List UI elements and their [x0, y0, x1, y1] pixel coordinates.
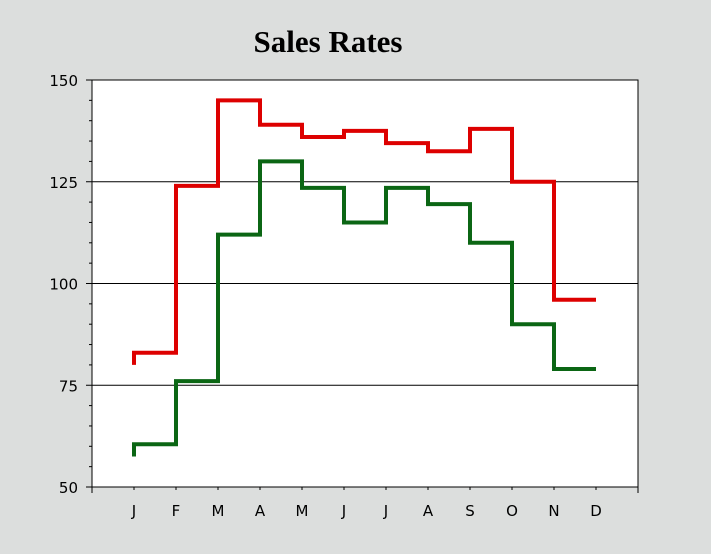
x-tick-label: J: [131, 502, 136, 520]
x-tick-label: D: [590, 502, 602, 520]
x-tick-label: S: [465, 502, 475, 520]
x-tick-label: M: [212, 502, 225, 520]
x-tick-label: A: [255, 502, 266, 520]
x-tick-label: A: [423, 502, 434, 520]
y-tick-label: 125: [49, 174, 78, 192]
x-tick-label: F: [172, 502, 181, 520]
x-tick-label: N: [548, 502, 559, 520]
x-tick-label: O: [506, 502, 518, 520]
y-tick-label: 75: [59, 377, 78, 395]
x-tick-label: J: [341, 502, 346, 520]
chart-title: Sales Rates: [253, 24, 403, 59]
series-line-1: [132, 98, 596, 365]
y-tick-label: 50: [59, 479, 78, 497]
x-tick-label: M: [296, 502, 309, 520]
series-line-2: [132, 159, 596, 457]
y-tick-label: 100: [49, 276, 78, 294]
y-tick-label: 150: [49, 72, 78, 90]
x-tick-label: J: [383, 502, 388, 520]
